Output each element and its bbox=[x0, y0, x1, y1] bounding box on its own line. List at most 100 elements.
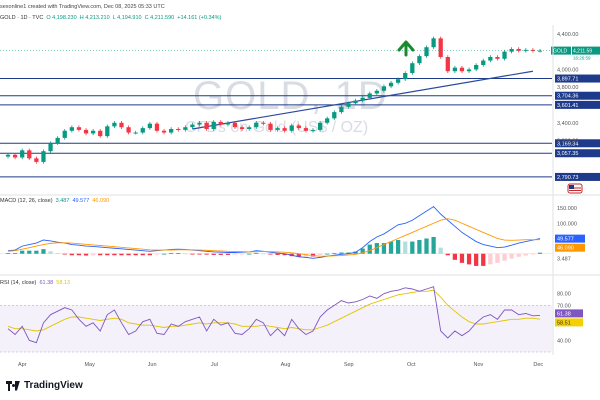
level-tag-bg-3 bbox=[555, 139, 600, 148]
candle-68 bbox=[488, 57, 493, 61]
price-tick-1: 4,000.00 bbox=[557, 67, 578, 73]
macd-hist-bar-22 bbox=[161, 253, 167, 255]
macd-hist-bar-30 bbox=[218, 253, 223, 255]
candle-40 bbox=[289, 125, 294, 131]
rsi-legend-title: RSI (14, close) bbox=[0, 280, 37, 286]
candle-47 bbox=[339, 106, 344, 113]
us-flag-canton bbox=[569, 185, 574, 189]
macd-hist-bar-70 bbox=[502, 253, 507, 261]
candle-13 bbox=[98, 130, 103, 137]
candle-42 bbox=[303, 128, 309, 131]
candle-9 bbox=[69, 127, 74, 131]
candle-20 bbox=[147, 123, 152, 129]
macd-hist-bar-38 bbox=[275, 253, 280, 255]
rsi-tag-bg bbox=[555, 309, 583, 318]
level-tag-bg-2 bbox=[555, 100, 600, 109]
macd-legend-title: MACD (12, 26, close) bbox=[0, 198, 53, 204]
level-tag-0: 3,897.71 bbox=[557, 77, 578, 83]
candle-71 bbox=[509, 49, 514, 52]
open-value: O 4,198.230 bbox=[46, 15, 77, 21]
level-tag-1: 3,704.36 bbox=[557, 94, 578, 100]
candle-60 bbox=[431, 38, 436, 48]
candle-39 bbox=[282, 128, 287, 131]
candle-35 bbox=[254, 122, 259, 128]
candle-32 bbox=[232, 122, 238, 128]
candle-57 bbox=[410, 63, 415, 73]
macd-hist-bar-69 bbox=[495, 253, 500, 263]
macd-hist-bar-60 bbox=[431, 236, 436, 254]
macd-line bbox=[7, 205, 541, 259]
macd-hist-bar-43 bbox=[310, 253, 316, 257]
candle-31 bbox=[225, 122, 231, 125]
candle-61 bbox=[438, 38, 443, 57]
macd-hist-bar-14 bbox=[105, 253, 110, 256]
macd-hist-bar-63 bbox=[452, 253, 458, 260]
macd-legend: MACD (12, 26, close) 3.487 49.577 46.090 bbox=[0, 198, 109, 204]
price-tick-4: 3,200.00 bbox=[557, 139, 578, 145]
level-tag-3: 3,169.34 bbox=[557, 141, 578, 147]
macd-hist-bar-55 bbox=[396, 240, 401, 254]
candle-54 bbox=[388, 82, 394, 87]
candle-2 bbox=[20, 150, 25, 158]
signal-tag-bg bbox=[555, 243, 585, 252]
high-value: H 4,213.210 bbox=[79, 15, 110, 21]
macd-hist-bar-27 bbox=[197, 253, 202, 255]
macd-hist-bar-73 bbox=[523, 253, 528, 256]
macd-hist-bar-1 bbox=[12, 253, 18, 254]
macd-hist-bar-68 bbox=[488, 253, 493, 265]
candle-74 bbox=[530, 49, 536, 51]
candle-8 bbox=[62, 130, 67, 138]
rsi-ma-line bbox=[7, 289, 541, 332]
rsi-tick-0: 80.00 bbox=[557, 292, 571, 298]
macd-hist-bar-72 bbox=[516, 253, 521, 257]
signal-line bbox=[7, 218, 541, 257]
symbol-line: GOLD · 1D · TVC O 4,198.230 H 4,213.210 … bbox=[0, 15, 221, 21]
candle-51 bbox=[367, 93, 372, 98]
macd-hist-bar-52 bbox=[374, 243, 379, 254]
hist-tag: 3.487 bbox=[557, 257, 571, 263]
candle-33 bbox=[239, 127, 245, 129]
rsi-ma-tag: 58.51 bbox=[557, 320, 571, 326]
candle-15 bbox=[112, 122, 117, 127]
macd-hist-bar-71 bbox=[509, 253, 514, 259]
candle-23 bbox=[169, 129, 174, 133]
candle-45 bbox=[325, 118, 330, 123]
macd-hist-bar-57 bbox=[410, 241, 415, 254]
macd-hist-bar-34 bbox=[247, 253, 252, 255]
last-price-bg bbox=[572, 46, 600, 55]
macd-tag-bg bbox=[555, 234, 585, 243]
macd-hist-bar-7 bbox=[55, 253, 60, 254]
candle-56 bbox=[403, 73, 408, 80]
macd-hist-bar-10 bbox=[76, 253, 82, 256]
candle-66 bbox=[474, 65, 479, 70]
macd-hist-bar-9 bbox=[69, 253, 74, 256]
macd-hist-bar-53 bbox=[381, 243, 387, 254]
tradingview-brand[interactable]: TradingView bbox=[6, 380, 83, 391]
candle-6 bbox=[48, 143, 53, 152]
macd-hist-bar-6 bbox=[48, 251, 53, 254]
macd-hist-bar-65 bbox=[466, 253, 472, 265]
rsi-line bbox=[7, 286, 541, 344]
x-label-jun: Jun bbox=[148, 362, 157, 368]
x-label-jul: Jul bbox=[211, 362, 218, 368]
macd-hist-bar-33 bbox=[239, 253, 245, 255]
candle-38 bbox=[275, 128, 280, 130]
macd-hist-bar-31 bbox=[225, 253, 231, 255]
candle-12 bbox=[90, 130, 96, 134]
last-price-countdown: 16:26:59 bbox=[573, 56, 591, 61]
macd-hist-bar-0 bbox=[5, 253, 11, 254]
candle-34 bbox=[247, 127, 252, 129]
signal-tag: 46.090 bbox=[557, 246, 574, 252]
candle-16 bbox=[119, 122, 124, 128]
rsi-ma-tag-bg bbox=[555, 318, 583, 327]
macd-hist-bar-47 bbox=[339, 252, 344, 254]
macd-hist-bar-11 bbox=[83, 253, 89, 256]
candle-46 bbox=[332, 112, 337, 119]
candle-72 bbox=[516, 49, 521, 51]
candle-19 bbox=[140, 128, 145, 133]
macd-hist-bar-44 bbox=[317, 253, 323, 255]
macd-hist-bar-41 bbox=[296, 253, 301, 257]
rsi-legend-ma: 58.13 bbox=[56, 280, 71, 286]
candle-67 bbox=[481, 60, 486, 65]
